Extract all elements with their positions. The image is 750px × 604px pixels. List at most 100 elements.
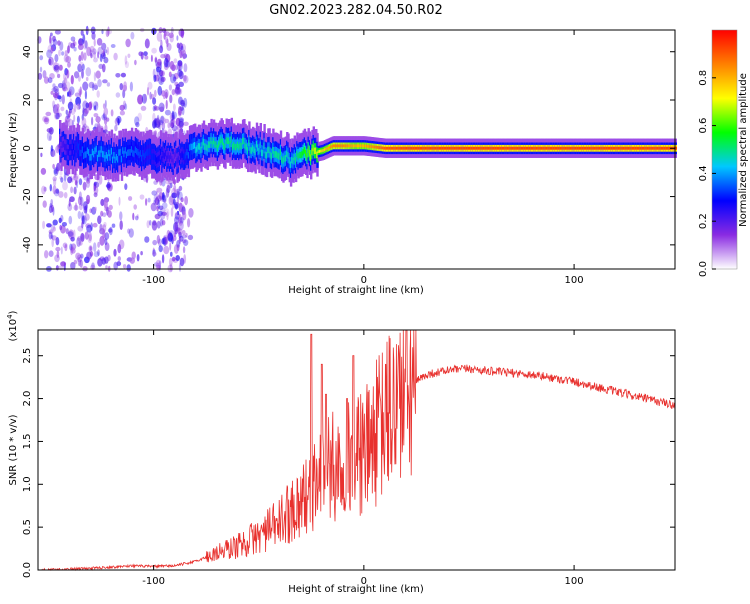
- spectrogram-speckle: [173, 72, 179, 80]
- spectrogram-speckle: [165, 91, 168, 99]
- spectrogram-ridge-cell: [317, 150, 320, 154]
- spectrogram-xtick-label: -100: [142, 275, 165, 286]
- spectrogram-ridge-cell: [310, 154, 313, 161]
- spectrogram-speckle: [41, 185, 46, 195]
- spectrogram-speckle: [185, 232, 188, 238]
- spectrogram-speckle: [67, 61, 71, 68]
- spectrogram-speckle: [130, 31, 135, 40]
- spectrogram-speckle: [178, 236, 182, 245]
- spectrogram-ridge-cell: [332, 144, 336, 148]
- spectrogram-speckle: [144, 236, 150, 243]
- spectrogram-speckle: [154, 57, 158, 63]
- spectrogram-speckle: [158, 75, 165, 86]
- spectrogram-speckle: [91, 32, 96, 40]
- spectrogram-speckle: [82, 107, 85, 115]
- snr-multiplier-base: (x10: [8, 319, 19, 342]
- spectrogram-ridge-cell: [178, 149, 182, 156]
- spectrogram-ridge-cell: [572, 146, 575, 150]
- spectrogram-speckle: [86, 198, 90, 205]
- spectrogram-speckle: [76, 103, 81, 110]
- spectrogram-ridge-cell: [660, 146, 664, 150]
- spectrogram-speckle: [183, 239, 189, 247]
- spectrogram-speckle: [157, 85, 163, 96]
- spectrogram-speckle: [49, 73, 55, 80]
- spectrogram-speckle: [181, 106, 185, 116]
- spectrogram-speckle: [58, 217, 62, 224]
- spectrogram-ridge-cell: [366, 144, 370, 148]
- spectrogram-ridge-cell: [76, 141, 80, 149]
- spectrogram-speckle: [67, 231, 74, 237]
- spectrogram-ridge-cell: [474, 146, 477, 150]
- spectrogram-speckle: [166, 184, 171, 194]
- spectrogram-speckle: [60, 106, 65, 112]
- spectrogram-speckle: [93, 38, 96, 47]
- spectrogram-ridge-cell: [427, 146, 430, 150]
- spectrogram-speckle: [182, 75, 189, 84]
- spectrogram-ridge-cell: [385, 146, 389, 150]
- spectrogram-speckle: [107, 228, 113, 233]
- spectrogram-speckle: [81, 211, 84, 222]
- spectrogram-ridge-cell: [235, 143, 238, 151]
- spectrogram-speckle: [140, 51, 144, 60]
- spectrogram-speckle: [51, 150, 57, 157]
- spectrogram-speckle: [132, 212, 135, 221]
- spectrogram-speckle: [164, 236, 169, 245]
- spectrogram-ylabel: Frequency (Hz): [8, 112, 19, 188]
- spectrogram-speckle: [105, 265, 108, 270]
- spectrogram-ridge-cell: [114, 156, 117, 164]
- spectrogram-speckle: [134, 59, 137, 66]
- spectrogram-speckle: [103, 221, 107, 228]
- spectrogram-speckle: [178, 42, 183, 51]
- spectrogram-speckle: [118, 196, 121, 206]
- spectrogram-speckle: [155, 66, 162, 73]
- spectrogram-ridge-cell: [299, 151, 303, 159]
- spectrogram-speckle: [49, 203, 53, 208]
- spectrogram-ridge-cell: [149, 148, 153, 155]
- spectrogram-speckle: [82, 40, 89, 50]
- spectrogram-ridge-cell: [630, 146, 633, 150]
- colorbar-ticks: 0.0 0.2 0.4 0.6 0.8: [698, 70, 716, 277]
- spectrogram-speckle: [122, 100, 127, 110]
- spectrogram-speckle: [44, 250, 49, 259]
- spectrogram-ridge-cell: [566, 146, 569, 150]
- spectrogram-speckle: [52, 61, 59, 72]
- spectrogram-speckle: [92, 222, 98, 228]
- spectrogram-ridge-cell: [548, 146, 551, 150]
- spectrogram-speckle: [69, 243, 73, 251]
- spectrogram-speckle: [181, 234, 187, 239]
- spectrogram-speckle: [104, 256, 109, 264]
- colorbar-label: Normalized spectral amplitude: [738, 73, 749, 227]
- snr-xlabel: Height of straight line (km): [288, 584, 424, 595]
- spectrogram-speckle: [46, 49, 52, 59]
- spectrogram-speckle: [51, 204, 54, 213]
- spectrogram-speckle: [104, 238, 108, 246]
- snr-ytick-label: 0.0: [22, 562, 33, 578]
- spectrogram-speckle: [49, 184, 52, 192]
- spectrogram-ridge-cell: [487, 146, 491, 150]
- spectrogram-ridge-cell: [591, 146, 594, 150]
- spectrogram-speckle: [188, 208, 194, 218]
- spectrogram-ridge-cell: [288, 157, 291, 164]
- spectrogram-speckle: [74, 92, 80, 97]
- spectrogram-speckle: [128, 196, 133, 201]
- spectrogram-speckle: [73, 46, 77, 52]
- spectrogram-ridge-cell: [229, 140, 232, 148]
- spectrogram-ridge-cell: [581, 146, 584, 150]
- spectrogram-speckle: [133, 204, 137, 210]
- spectrogram-speckle: [86, 251, 92, 260]
- spectrogram-speckle: [56, 250, 60, 259]
- spectrogram-ridge-cell: [137, 149, 140, 156]
- spectrogram-speckle: [52, 176, 57, 182]
- spectrogram-speckle: [59, 175, 63, 180]
- colorbar-tick-label: 0.2: [698, 213, 709, 229]
- spectrogram-speckle: [139, 194, 145, 200]
- spectrogram-speckle: [140, 105, 147, 111]
- spectrogram-speckle: [168, 195, 174, 206]
- spectrogram-ridge: [59, 117, 677, 187]
- spectrogram-speckle: [159, 45, 164, 54]
- spectrogram-speckle: [91, 116, 94, 126]
- spectrogram-speckle: [79, 259, 83, 268]
- spectrogram-speckle: [151, 47, 157, 54]
- spectrogram-speckle: [184, 195, 189, 206]
- spectrogram-speckle: [84, 90, 87, 100]
